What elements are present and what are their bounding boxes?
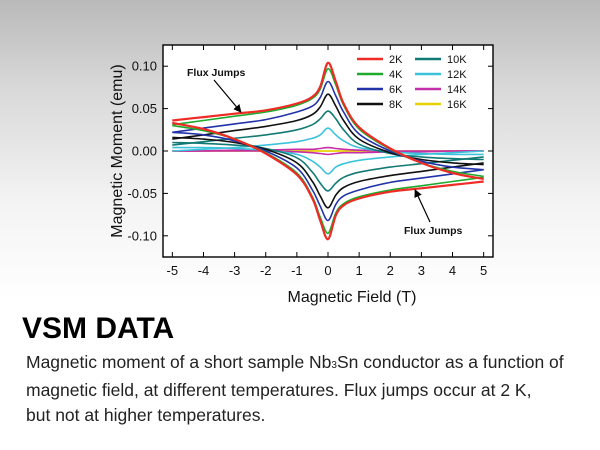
flux-jumps-arrow: [414, 189, 431, 223]
annotations: Flux Jumps Flux Jumps: [187, 67, 463, 237]
legend-label-12k: 12K: [447, 69, 467, 81]
x-tick-label: 3: [418, 263, 425, 278]
caption-line-3: but not at higher temperatures.: [26, 405, 266, 425]
x-tick-label: -4: [198, 263, 210, 278]
legend-label-2k: 2K: [389, 54, 403, 66]
slide-title: VSM DATA: [22, 312, 175, 345]
y-ticks: 0.10 0.05 0.00 -0.05 -0.10: [127, 59, 493, 243]
x-tick-label: -1: [291, 263, 303, 278]
caption-text-1: Magnetic moment of a short sample Nb: [26, 352, 332, 372]
vsm-chart: -5 -4 -3 -2 -1 0 1 2 3 4 5 0.10 0.05 0.00 -0.05 -0.10 …: [109, 44, 494, 306]
x-tick-label: -2: [260, 263, 272, 278]
y-tick-label: 0.05: [132, 101, 157, 116]
caption-subscript: 3: [331, 360, 337, 371]
y-tick-label: 0.00: [132, 144, 157, 159]
x-tick-label: -5: [167, 263, 179, 278]
series-10k-descending-line: [172, 110, 484, 161]
x-tick-label: 1: [356, 263, 363, 278]
legend-label-14k: 14K: [447, 84, 467, 96]
flux-jumps-label: Flux Jumps: [404, 225, 463, 237]
caption-line-2: magnetic field, at different temperature…: [26, 380, 532, 400]
series-14k-ascending-line: [172, 150, 484, 156]
x-tick-label: 0: [324, 263, 331, 278]
y-tick-label: -0.10: [127, 228, 157, 243]
legend-label-8k: 8K: [389, 99, 403, 111]
legend-label-4k: 4K: [389, 69, 403, 81]
caption-line-1: Magnetic moment of a short sample Nb3Sn …: [26, 350, 586, 378]
x-ticks: -5 -4 -3 -2 -1 0 1 2 3 4 5: [167, 45, 487, 278]
series-10k-ascending-line: [172, 141, 484, 192]
x-tick-label: -3: [229, 263, 241, 278]
x-tick-label: 2: [387, 263, 394, 278]
chart-svg: -5 -4 -3 -2 -1 0 1 2 3 4 5 0.100.050.00-0.05-0.10 …: [109, 44, 494, 306]
x-tick-label: 5: [480, 263, 487, 278]
series-12k-descending-line: [172, 127, 484, 156]
slide-caption: Magnetic moment of a short sample Nb3Sn …: [26, 350, 586, 428]
series-14k-descending-line: [172, 146, 484, 152]
series-12k-ascending-line: [172, 146, 484, 175]
legend-label-10k: 10K: [447, 54, 467, 66]
flux-jumps-arrow: [213, 79, 242, 113]
caption-text-2: Sn conductor as a function of: [336, 352, 564, 372]
legend-label-16k: 16K: [447, 99, 467, 111]
y-axis-label: Magnetic Moment (emu): [109, 64, 126, 237]
x-tick-label: 4: [449, 263, 456, 278]
legend-label-6k: 6K: [389, 84, 403, 96]
legend: 2K 4K 6K 8K 10K 12K 14K 16K: [357, 54, 467, 111]
y-tick-label: 0.10: [132, 59, 157, 74]
series-2k-ascending-line: [172, 121, 484, 241]
series-2k-descending-line: [172, 61, 484, 181]
y-tick-label: -0.05: [127, 186, 157, 201]
flux-jumps-label: Flux Jumps: [187, 67, 246, 79]
curves-group: [172, 61, 484, 241]
x-axis-label: Magnetic Field (T): [288, 289, 417, 306]
